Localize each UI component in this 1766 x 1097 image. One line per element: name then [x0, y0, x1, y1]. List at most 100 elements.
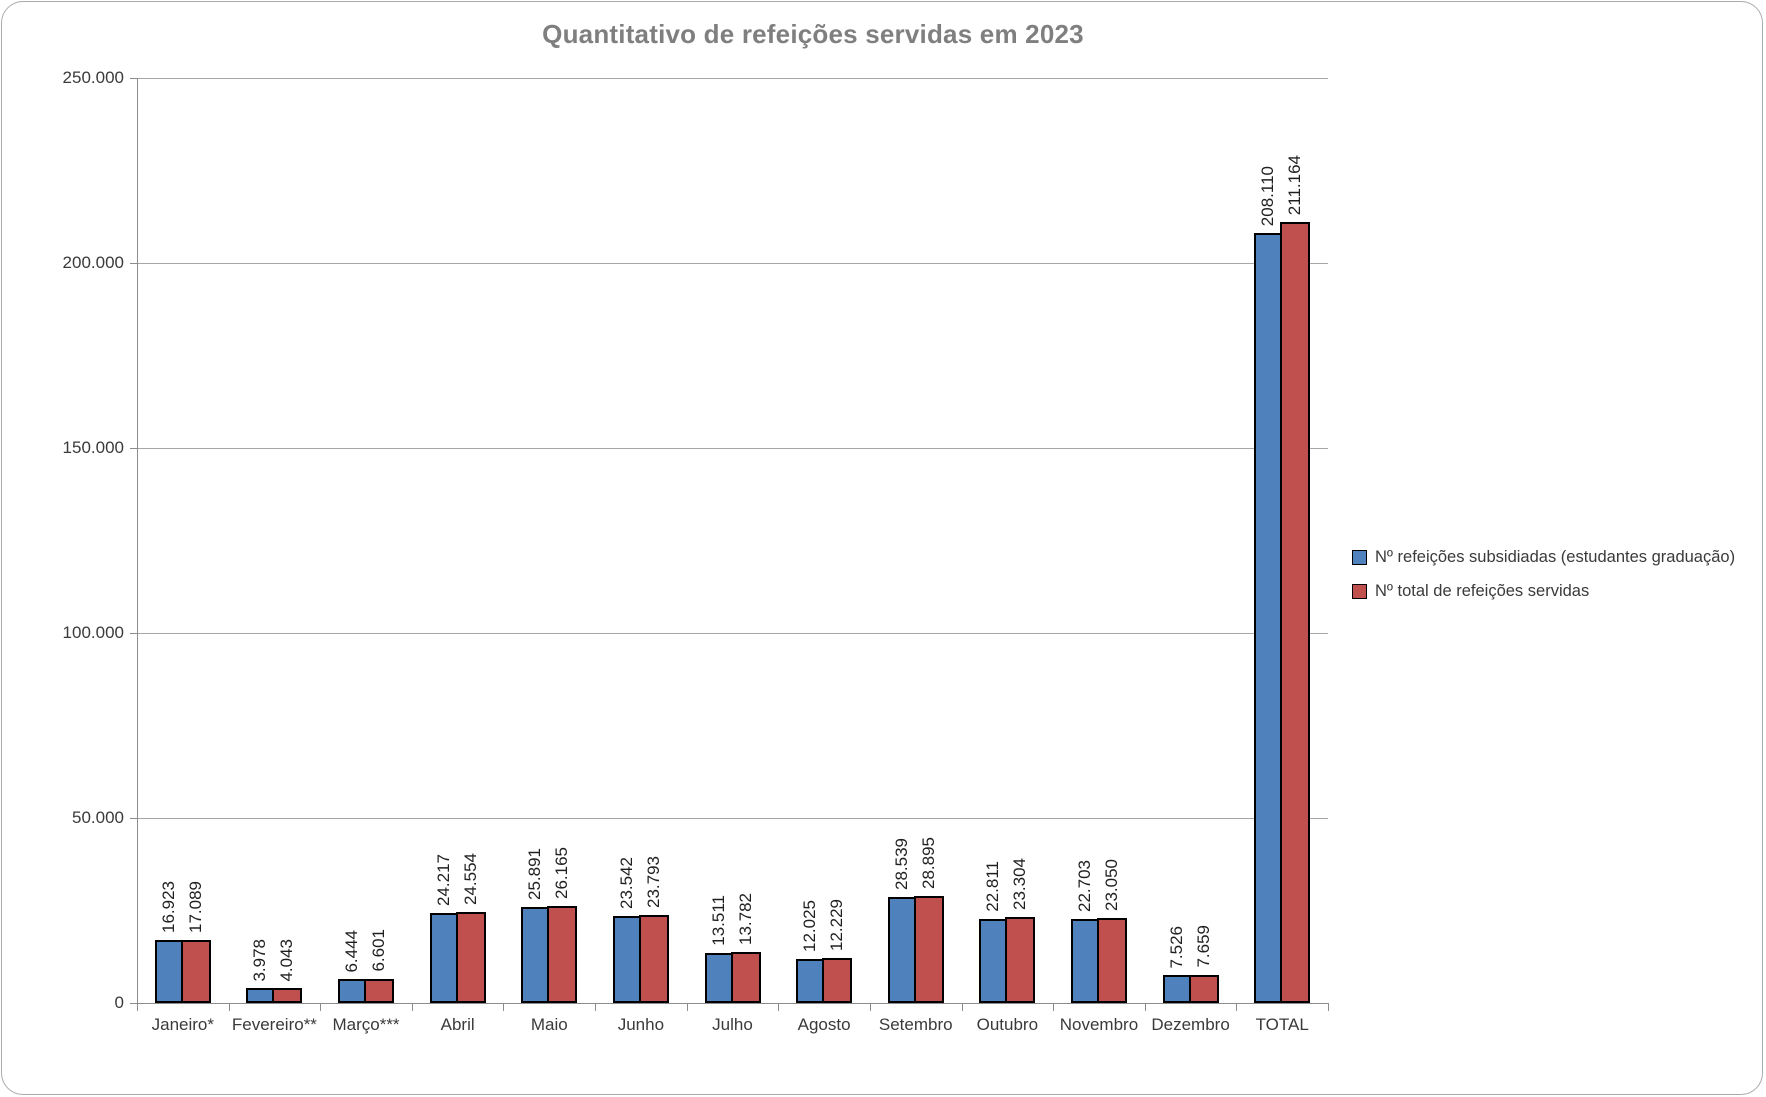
bar-value-label: 22.703	[1074, 860, 1094, 912]
legend-swatch-red-icon	[1352, 584, 1367, 599]
bar-value-label: 6.444	[342, 929, 362, 973]
x-axis-tick	[503, 1003, 505, 1011]
x-axis-tick	[778, 1003, 780, 1011]
y-axis-tick	[130, 263, 137, 264]
bar-value-label: 13.782	[735, 893, 755, 946]
bar-total-2	[364, 978, 395, 1003]
y-axis-tick	[130, 78, 137, 79]
bar-total-11	[1188, 974, 1219, 1003]
legend-item-total: Nº total de refeições servidas	[1352, 582, 1735, 601]
x-category-label: Abril	[440, 1015, 475, 1034]
x-axis-tick	[1328, 1003, 1329, 1011]
x-axis-tick	[1236, 1003, 1238, 1011]
x-axis-tick	[961, 1003, 963, 1011]
y-axis-tick	[130, 1003, 137, 1004]
bar-value-label: 211.164	[1285, 154, 1305, 215]
gridline	[137, 78, 1328, 79]
y-axis-tick-label: 150.000	[62, 438, 124, 457]
bar-total-6	[730, 952, 761, 1003]
gridline	[137, 448, 1328, 449]
gridline	[137, 263, 1328, 264]
bar-value-label: 7.526	[1166, 925, 1186, 969]
x-axis-tick	[137, 1003, 138, 1011]
bar-subsidized-10	[1070, 918, 1099, 1003]
y-axis-line	[137, 78, 138, 1003]
x-category-label: Janeiro*	[151, 1015, 214, 1034]
bar-value-label: 4.043	[277, 938, 297, 982]
y-axis-tick	[130, 818, 137, 819]
bar-subsidized-7	[796, 958, 825, 1003]
bar-value-label: 22.811	[983, 860, 1003, 912]
bar-value-label: 16.923	[158, 881, 178, 934]
bar-total-1	[272, 988, 303, 1003]
bar-subsidized-1	[246, 988, 275, 1003]
x-category-label: Setembro	[878, 1015, 953, 1034]
gridline	[137, 818, 1328, 819]
bar-total-5	[638, 914, 669, 1003]
bar-value-label: 23.542	[616, 856, 636, 909]
bar-subsidized-9	[979, 918, 1008, 1003]
y-axis-tick	[130, 633, 137, 634]
chart-title: Quantitativo de refeições servidas em 20…	[542, 19, 1084, 49]
bar-value-label: 23.793	[643, 855, 663, 908]
bar-value-label: 28.539	[891, 838, 911, 891]
bar-total-7	[822, 957, 853, 1003]
bar-total-8	[913, 896, 944, 1003]
bar-value-label: 25.891	[525, 848, 545, 901]
y-axis-tick-label: 0	[114, 993, 124, 1012]
x-axis-tick	[320, 1003, 322, 1011]
bar-total-12	[1280, 221, 1311, 1003]
bar-value-label: 23.304	[1010, 857, 1030, 910]
legend-label-total: Nº total de refeições servidas	[1375, 582, 1590, 600]
y-axis-tick-label: 250.000	[62, 68, 124, 87]
bar-value-label: 28.895	[918, 837, 938, 890]
bar-value-label: 23.050	[1101, 858, 1121, 911]
x-axis-tick	[869, 1003, 871, 1011]
x-category-label: Agosto	[797, 1015, 851, 1034]
gridline	[137, 633, 1328, 634]
y-axis-tick	[130, 448, 137, 449]
x-category-label: Março***	[332, 1015, 400, 1034]
bar-value-label: 3.978	[250, 938, 270, 982]
bar-value-label: 26.165	[552, 847, 572, 900]
bar-value-label: 6.601	[369, 929, 389, 972]
bar-value-label: 24.217	[433, 854, 453, 907]
legend: Nº refeições subsidiadas (estudantes gra…	[1352, 548, 1735, 601]
x-axis-tick	[411, 1003, 413, 1011]
bar-total-10	[1096, 917, 1127, 1003]
bar-value-label: 24.554	[460, 853, 480, 906]
bar-subsidized-12	[1254, 232, 1283, 1003]
x-category-label: Junho	[617, 1015, 665, 1034]
bar-subsidized-6	[704, 953, 733, 1003]
y-axis-tick-label: 200.000	[62, 253, 124, 272]
x-axis-tick	[595, 1003, 597, 1011]
y-axis-tick-label: 50.000	[72, 808, 124, 827]
x-category-label: Outubro	[976, 1015, 1039, 1034]
bar-value-label: 17.089	[185, 880, 205, 933]
bar-total-9	[1005, 916, 1036, 1003]
x-category-label: Fevereiro**	[231, 1015, 317, 1034]
x-category-label: TOTAL	[1255, 1015, 1309, 1034]
x-axis-tick	[1144, 1003, 1146, 1011]
x-category-label: Maio	[530, 1015, 568, 1034]
bar-total-0	[180, 939, 211, 1003]
bar-subsidized-2	[338, 979, 367, 1003]
bar-value-label: 7.659	[1193, 925, 1213, 968]
x-category-label: Dezembro	[1151, 1015, 1230, 1034]
bar-subsidized-5	[612, 915, 641, 1003]
bar-value-label: 208.110	[1258, 165, 1278, 226]
bar-total-4	[547, 906, 578, 1003]
bar-subsidized-4	[521, 907, 550, 1003]
bar-subsidized-0	[154, 940, 183, 1003]
y-axis-tick-label: 100.000	[62, 623, 124, 642]
x-axis-tick	[686, 1003, 688, 1011]
x-axis-tick	[1053, 1003, 1055, 1011]
legend-swatch-blue-icon	[1352, 550, 1367, 565]
x-axis-tick	[228, 1003, 230, 1011]
bar-value-label: 13.511	[708, 895, 728, 947]
x-category-label: Novembro	[1059, 1015, 1139, 1034]
legend-item-subsidized: Nº refeições subsidiadas (estudantes gra…	[1352, 548, 1735, 567]
bar-subsidized-11	[1162, 975, 1191, 1003]
